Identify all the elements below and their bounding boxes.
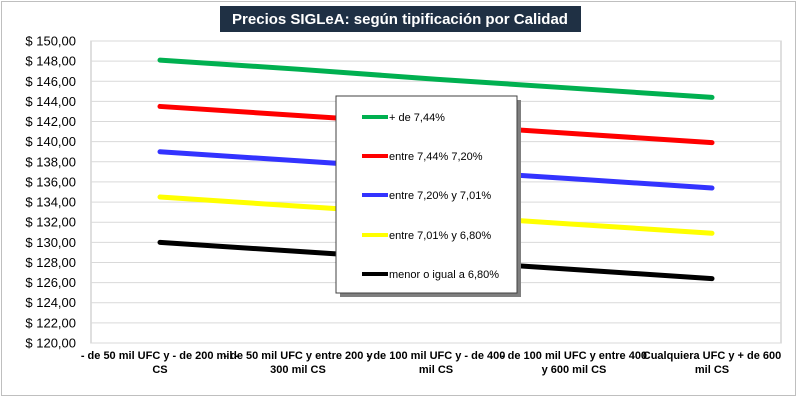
legend-label: entre 7,20% y 7,01% — [389, 190, 491, 202]
y-axis-ticks: $ 120,00 $ 122,00 $ 124,00 $ 126,00 $ 128,00… — [25, 34, 76, 351]
x-category-label: - de 50 mil UFC y entre 200 y — [223, 350, 373, 362]
y-tick-label: $ 138,00 — [25, 154, 76, 169]
y-tick-label: $ 122,00 — [25, 315, 76, 330]
legend-label: entre 7,01% y 6,80% — [389, 230, 491, 242]
x-category-label: - de 100 mil UFC y - de 400 — [367, 350, 506, 362]
y-tick-label: $ 120,00 — [25, 336, 76, 351]
y-tick-label: $ 128,00 — [25, 255, 76, 270]
y-tick-label: $ 148,00 — [25, 54, 76, 69]
y-tick-label: $ 136,00 — [25, 174, 76, 189]
legend-label: menor o igual a 6,80% — [389, 269, 499, 281]
y-tick-label: $ 130,00 — [25, 235, 76, 250]
x-category-label: mil CS — [419, 364, 453, 376]
y-tick-label: $ 124,00 — [25, 295, 76, 310]
x-category-label: - de 50 mil UFC y - de 200 mil - — [81, 350, 240, 362]
x-category-label: Cualquiera UFC y + de 600 — [643, 350, 781, 362]
chart-title: Precios SIGLeA: según tipificación por C… — [220, 6, 581, 32]
y-tick-label: $ 142,00 — [25, 114, 76, 129]
x-category-label: mil CS — [695, 364, 729, 376]
x-axis-categories: - de 50 mil UFC y - de 200 mil - CS - de 5… — [81, 350, 781, 376]
x-category-label: CS — [152, 364, 167, 376]
y-tick-label: $ 134,00 — [25, 195, 76, 210]
legend-label: entre 7,44% 7,20% — [389, 151, 483, 163]
legend-label: + de 7,44% — [389, 112, 445, 124]
y-tick-label: $ 140,00 — [25, 134, 76, 149]
x-category-label: 300 mil CS — [270, 364, 326, 376]
chart-title-text: Precios SIGLeA: según tipificación por C… — [232, 11, 568, 28]
y-tick-label: $ 146,00 — [25, 74, 76, 89]
y-tick-label: $ 150,00 — [25, 34, 76, 49]
legend: + de 7,44% entre 7,44% 7,20% entre 7,20% y… — [335, 95, 521, 297]
chart-title-background — [220, 6, 581, 32]
x-category-label: - de 100 mil UFC y entre 400 — [501, 350, 647, 362]
y-tick-label: $ 132,00 — [25, 215, 76, 230]
series-line — [157, 57, 715, 100]
y-tick-label: $ 144,00 — [25, 94, 76, 109]
x-category-label: y 600 mil CS — [542, 364, 607, 376]
y-tick-label: $ 126,00 — [25, 275, 76, 290]
